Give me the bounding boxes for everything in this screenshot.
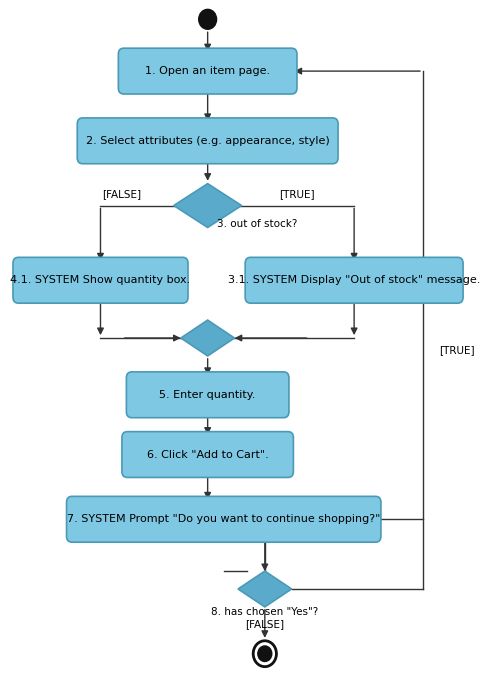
Text: 8. has chosen "Yes"?: 8. has chosen "Yes"? bbox=[211, 607, 318, 617]
Text: 2. Select attributes (e.g. appearance, style): 2. Select attributes (e.g. appearance, s… bbox=[86, 136, 330, 146]
Text: 5. Enter quantity.: 5. Enter quantity. bbox=[159, 390, 256, 400]
Text: 3.1. SYSTEM Display "Out of stock" message.: 3.1. SYSTEM Display "Out of stock" messa… bbox=[228, 276, 480, 285]
Text: [FALSE]: [FALSE] bbox=[245, 619, 284, 629]
FancyBboxPatch shape bbox=[77, 118, 338, 164]
Polygon shape bbox=[181, 320, 235, 356]
FancyBboxPatch shape bbox=[67, 496, 381, 542]
FancyBboxPatch shape bbox=[126, 372, 289, 417]
FancyBboxPatch shape bbox=[13, 257, 188, 303]
Polygon shape bbox=[238, 571, 292, 607]
Text: 4.1. SYSTEM Show quantity box.: 4.1. SYSTEM Show quantity box. bbox=[10, 276, 191, 285]
FancyBboxPatch shape bbox=[119, 48, 297, 94]
Text: [TRUE]: [TRUE] bbox=[439, 345, 475, 355]
Circle shape bbox=[258, 646, 272, 662]
Text: 1. Open an item page.: 1. Open an item page. bbox=[145, 66, 270, 76]
FancyBboxPatch shape bbox=[245, 257, 463, 303]
Text: 3. out of stock?: 3. out of stock? bbox=[217, 218, 297, 228]
Text: 7. SYSTEM Prompt "Do you want to continue shopping?": 7. SYSTEM Prompt "Do you want to continu… bbox=[67, 514, 380, 524]
Polygon shape bbox=[174, 183, 242, 228]
Text: [TRUE]: [TRUE] bbox=[279, 189, 315, 198]
Text: [FALSE]: [FALSE] bbox=[103, 189, 141, 198]
FancyBboxPatch shape bbox=[122, 432, 293, 477]
Circle shape bbox=[253, 641, 276, 667]
Circle shape bbox=[199, 10, 217, 29]
Text: 6. Click "Add to Cart".: 6. Click "Add to Cart". bbox=[147, 449, 268, 460]
